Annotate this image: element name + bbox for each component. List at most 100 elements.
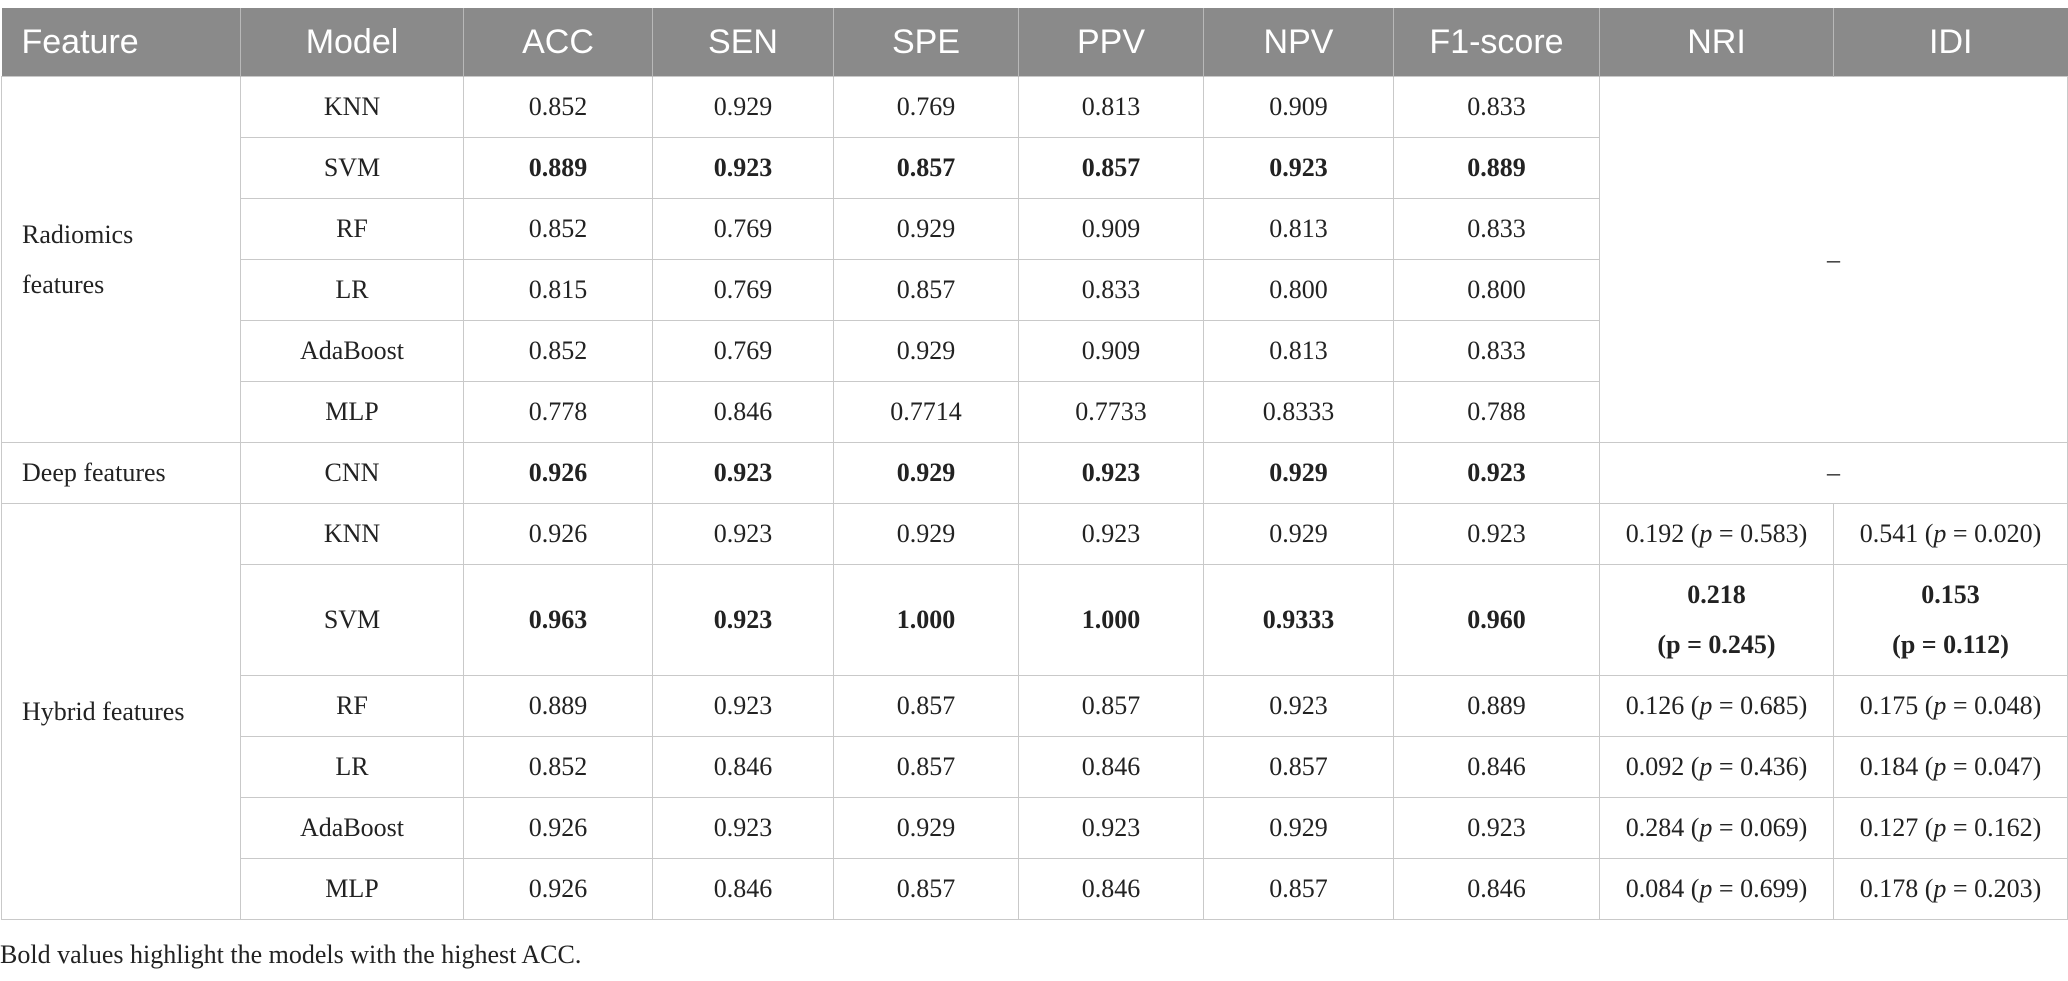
acc-cell: 0.778 (463, 381, 653, 443)
acc-cell: 0.963 (463, 564, 653, 676)
nri-cell: 0.192 (p = 0.583) (1599, 503, 1834, 565)
idi-cell: 0.175 (p = 0.048) (1833, 675, 2068, 737)
model-cell: AdaBoost (240, 320, 464, 382)
spe-cell: 0.929 (833, 198, 1019, 260)
ppv-cell: 0.909 (1018, 320, 1204, 382)
ppv-cell: 1.000 (1018, 564, 1204, 676)
npv-cell: 0.929 (1203, 442, 1394, 504)
idi-cell: 0.127 (p = 0.162) (1833, 797, 2068, 859)
sen-cell: 0.923 (652, 797, 834, 859)
table-row: Radiomics features KNN 0.852 0.929 0.769 … (1, 76, 2068, 443)
col-header-sen: SEN (652, 8, 834, 77)
idi-cell: 0.184 (p = 0.047) (1833, 736, 2068, 798)
f1-cell: 0.833 (1393, 198, 1600, 260)
table-row: RF 0.852 0.769 0.929 0.909 0.813 0.833 (2, 198, 2068, 260)
table-row: AdaBoost 0.926 0.923 0.929 0.923 0.929 0… (2, 797, 2068, 859)
acc-cell: 0.815 (463, 259, 653, 321)
spe-cell: 1.000 (833, 564, 1019, 676)
ppv-cell: 0.7733 (1018, 381, 1204, 443)
spe-cell: 0.7714 (833, 381, 1019, 443)
table-row: Deep features CNN 0.926 0.923 0.929 0.92… (1, 442, 2068, 504)
table-row: Hybrid features KNN 0.926 0.923 0.929 0.… (1, 503, 2068, 920)
spe-cell: 0.857 (833, 858, 1019, 920)
f1-cell: 0.800 (1393, 259, 1600, 321)
npv-cell: 0.813 (1203, 320, 1394, 382)
nri-cell: 0.284 (p = 0.069) (1599, 797, 1834, 859)
model-cell: SVM (240, 564, 464, 676)
model-cell: CNN (240, 442, 464, 504)
f1-cell: 0.923 (1393, 797, 1600, 859)
f1-cell: 0.923 (1393, 503, 1600, 565)
spe-cell: 0.857 (833, 736, 1019, 798)
f1-cell: 0.923 (1393, 442, 1600, 504)
sen-cell: 0.923 (652, 442, 834, 504)
group-label-deep: Deep features (1, 442, 241, 504)
model-cell: KNN (240, 76, 464, 138)
acc-cell: 0.852 (463, 320, 653, 382)
acc-cell: 0.852 (463, 198, 653, 260)
model-cell: MLP (240, 858, 464, 920)
model-cell: MLP (240, 381, 464, 443)
model-cell: LR (240, 259, 464, 321)
acc-cell: 0.889 (463, 137, 653, 199)
sen-cell: 0.923 (652, 675, 834, 737)
model-performance-table: Feature Model ACC SEN SPE PPV NPV F1-sco… (1, 8, 2068, 920)
model-cell: RF (240, 675, 464, 737)
f1-cell: 0.846 (1393, 736, 1600, 798)
acc-cell: 0.852 (463, 76, 653, 138)
npv-cell: 0.857 (1203, 858, 1394, 920)
deep-nri-idi-dash: – (1599, 442, 2068, 504)
group-label-hybrid: Hybrid features (1, 503, 241, 920)
model-cell: KNN (240, 503, 464, 565)
sen-cell: 0.929 (652, 76, 834, 138)
table-row: LR 0.852 0.846 0.857 0.846 0.857 0.846 0… (2, 736, 2068, 798)
results-table-container: Feature Model ACC SEN SPE PPV NPV F1-sco… (0, 8, 2068, 920)
ppv-cell: 0.833 (1018, 259, 1204, 321)
table-row: LR 0.815 0.769 0.857 0.833 0.800 0.800 (2, 259, 2068, 321)
col-header-feature: Feature (1, 8, 241, 77)
spe-cell: 0.857 (833, 675, 1019, 737)
spe-cell: 0.769 (833, 76, 1019, 138)
nri-cell: 0.092 (p = 0.436) (1599, 736, 1834, 798)
ppv-cell: 0.857 (1018, 675, 1204, 737)
acc-cell: 0.926 (463, 797, 653, 859)
acc-cell: 0.926 (463, 858, 653, 920)
idi-cell: 0.178 (p = 0.203) (1833, 858, 2068, 920)
acc-cell: 0.889 (463, 675, 653, 737)
sen-cell: 0.769 (652, 320, 834, 382)
model-cell: SVM (240, 137, 464, 199)
group-label-radiomics: Radiomics features (1, 76, 241, 443)
table-row: MLP 0.926 0.846 0.857 0.846 0.857 0.846 … (2, 858, 2068, 920)
f1-cell: 0.846 (1393, 858, 1600, 920)
nri-cell: 0.084 (p = 0.699) (1599, 858, 1834, 920)
sen-cell: 0.923 (652, 503, 834, 565)
radiomics-nri-idi-dash: – (1599, 76, 2068, 443)
sen-cell: 0.846 (652, 736, 834, 798)
spe-cell: 0.857 (833, 259, 1019, 321)
model-cell: AdaBoost (240, 797, 464, 859)
npv-cell: 0.929 (1203, 503, 1394, 565)
table-row: MLP 0.778 0.846 0.7714 0.7733 0.8333 0.7… (2, 381, 2068, 443)
acc-cell: 0.926 (463, 503, 653, 565)
spe-cell: 0.929 (833, 797, 1019, 859)
col-header-spe: SPE (833, 8, 1019, 77)
acc-cell: 0.926 (463, 442, 653, 504)
ppv-cell: 0.846 (1018, 858, 1204, 920)
col-header-f1: F1-score (1393, 8, 1600, 77)
ppv-cell: 0.923 (1018, 442, 1204, 504)
ppv-cell: 0.857 (1018, 137, 1204, 199)
ppv-cell: 0.923 (1018, 797, 1204, 859)
sen-cell: 0.846 (652, 858, 834, 920)
table-row: RF 0.889 0.923 0.857 0.857 0.923 0.889 0… (2, 675, 2068, 737)
f1-cell: 0.960 (1393, 564, 1600, 676)
npv-cell: 0.857 (1203, 736, 1394, 798)
sen-cell: 0.769 (652, 198, 834, 260)
npv-cell: 0.9333 (1203, 564, 1394, 676)
npv-cell: 0.923 (1203, 137, 1394, 199)
npv-cell: 0.909 (1203, 76, 1394, 138)
ppv-cell: 0.846 (1018, 736, 1204, 798)
model-cell: RF (240, 198, 464, 260)
col-header-idi: IDI (1833, 8, 2068, 77)
col-header-npv: NPV (1203, 8, 1394, 77)
ppv-cell: 0.923 (1018, 503, 1204, 565)
